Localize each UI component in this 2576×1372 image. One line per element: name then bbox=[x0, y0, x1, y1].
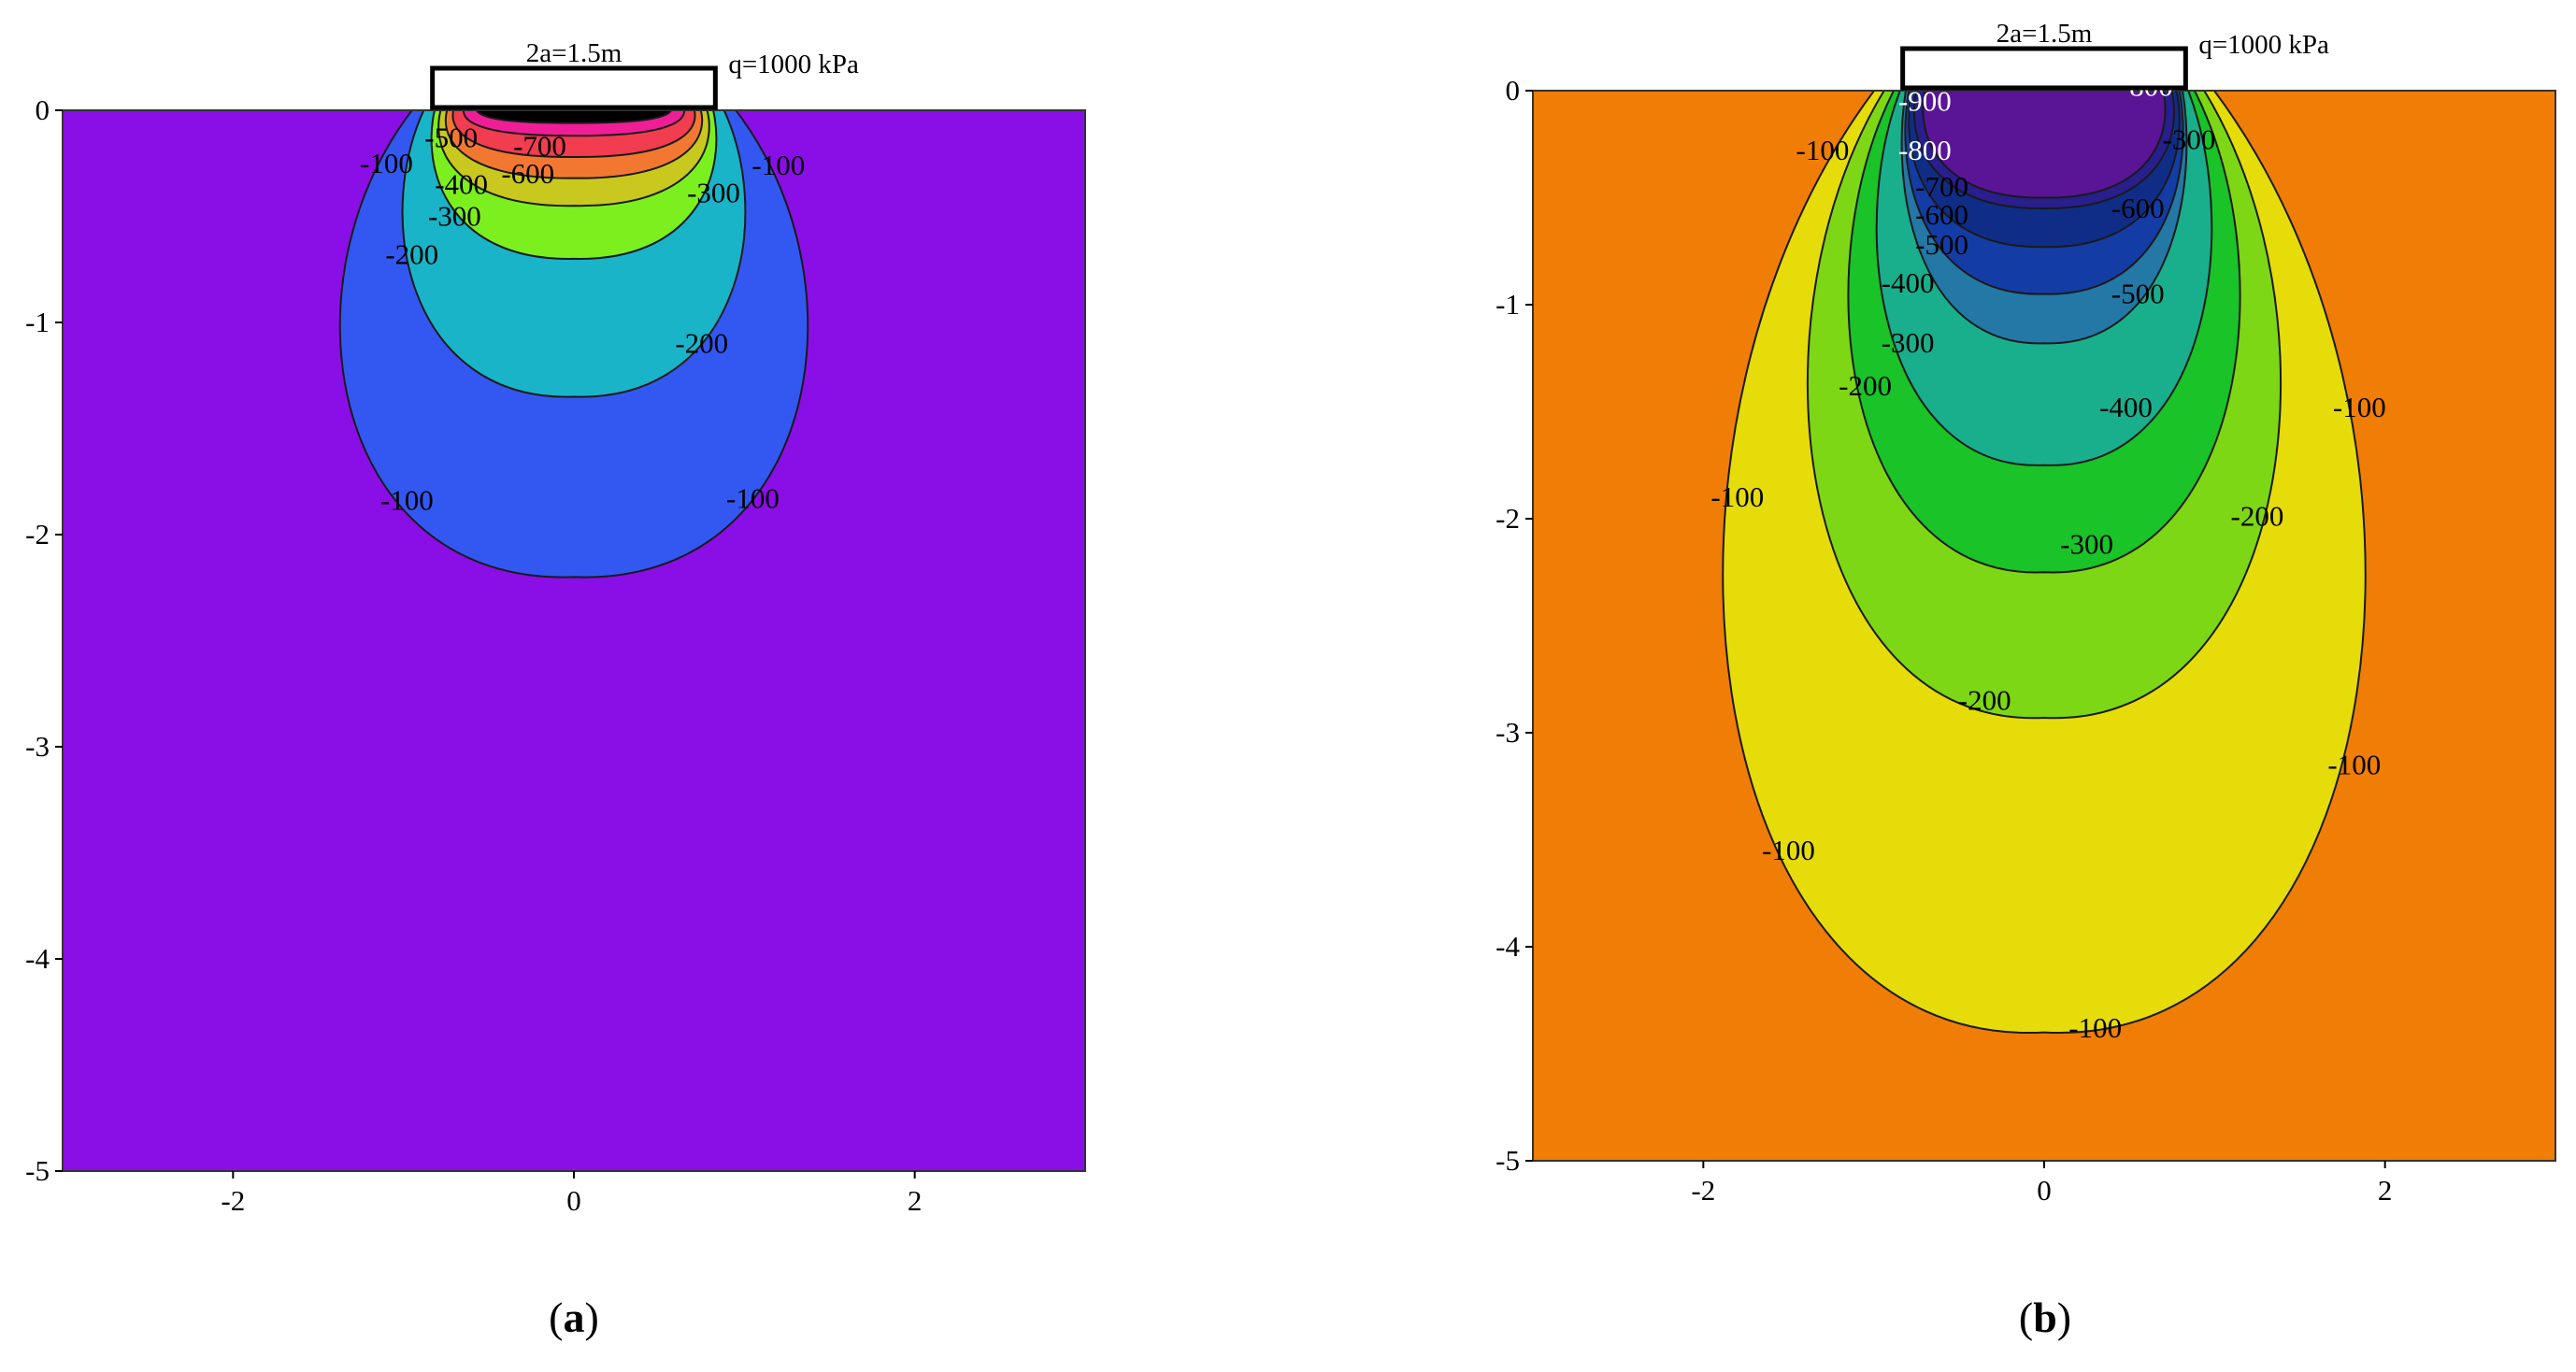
panel-a-footing-load-label: q=1000 kPa bbox=[728, 50, 859, 79]
panel-a-y-tick-label: -1 bbox=[25, 306, 50, 338]
panel-a-footing-box bbox=[430, 65, 718, 110]
panel-b-contour-label: -200 bbox=[2231, 500, 2284, 533]
panel-b-contour-label: -600 bbox=[2111, 192, 2165, 224]
panel-a-y-tick-label: -2 bbox=[25, 518, 50, 550]
panel-a-y-tick-label: 0 bbox=[36, 93, 50, 126]
panel-a-contour-label: -600 bbox=[501, 157, 554, 190]
panel-a-contour-800 bbox=[475, 110, 673, 124]
panel-a-contour-label: -100 bbox=[360, 147, 413, 179]
panel-a-contour-label: -400 bbox=[435, 167, 488, 200]
panel-b-contour-label: -300 bbox=[2163, 123, 2216, 156]
panel-b-contour-label: -400 bbox=[2099, 391, 2153, 423]
panel-a-contour-label: -100 bbox=[726, 481, 780, 514]
panel-b-footing: 2a=1.5m q=1000 kPa bbox=[1900, 19, 2329, 91]
panel-a-contour-label: -500 bbox=[424, 121, 478, 154]
panel-b-y-tick-label: -3 bbox=[1496, 716, 1520, 749]
panel-b-footing-load-label: q=1000 kPa bbox=[2198, 30, 2329, 60]
panel-b-contour-label: -300 bbox=[1882, 326, 1935, 359]
panel-a-plot-area bbox=[63, 110, 1085, 1171]
panel-a-y-tick-label: -5 bbox=[25, 1154, 50, 1187]
panel-b-y-tick-label: -1 bbox=[1496, 288, 1520, 321]
panel-b-contour-label: -600 bbox=[1915, 198, 1968, 231]
panel-b-contour-label: -100 bbox=[2068, 1011, 2122, 1044]
panel-a-contour-label: -100 bbox=[380, 484, 434, 517]
panel-b-contour-label: -300 bbox=[2060, 527, 2113, 560]
panel-b-contour-label: -800 bbox=[1898, 134, 1952, 166]
panel-b-contour-900 bbox=[1922, 91, 2167, 199]
panel-b-contour-label: -200 bbox=[1958, 684, 2011, 717]
panel-a-x-tick-label: 0 bbox=[566, 1184, 581, 1217]
panel-b-contour-label: -500 bbox=[1915, 228, 1968, 261]
panel-b-contour-label: -400 bbox=[1882, 266, 1935, 299]
panel-a-contour-label: -100 bbox=[751, 149, 805, 181]
panel-a-contour-label: -200 bbox=[675, 327, 728, 360]
panel-b-x-tick-label: 2 bbox=[2378, 1174, 2393, 1207]
panel-b: -100-100-100-100-100-100-200-200-200-300… bbox=[1496, 19, 2556, 1341]
panel-b-contour-label: -200 bbox=[1839, 369, 1892, 402]
panel-b-contour-label: -100 bbox=[2327, 748, 2381, 780]
panel-a-contour-label: -300 bbox=[687, 177, 740, 209]
panel-b-x-tick-label: -2 bbox=[1691, 1174, 1715, 1207]
panel-b-plot-area bbox=[1533, 91, 2555, 1161]
panel-b-footing-width-label: 2a=1.5m bbox=[1996, 19, 2093, 49]
panel-b-y-tick-label: -2 bbox=[1496, 502, 1520, 535]
panel-a-contour-label: -200 bbox=[385, 237, 438, 270]
panel-a-footing-width-label: 2a=1.5m bbox=[526, 38, 623, 68]
panel-a-caption: (a) bbox=[549, 1293, 599, 1341]
panel-b-contour-label: -500 bbox=[2111, 278, 2165, 310]
panel-a-contour-label: -300 bbox=[428, 200, 481, 233]
panel-b-y-tick-label: -5 bbox=[1496, 1144, 1520, 1177]
panel-b-contour-label: -100 bbox=[1710, 480, 1764, 513]
panel-b-contour-label: -100 bbox=[1762, 834, 1815, 866]
panel-a-footing: 2a=1.5m q=1000 kPa bbox=[430, 38, 859, 110]
panel-a-contour-label: -700 bbox=[513, 130, 566, 163]
panel-b-x-tick-label: 0 bbox=[2037, 1174, 2052, 1207]
panel-b-y-tick-label: -4 bbox=[1496, 930, 1520, 963]
panel-b-caption: (b) bbox=[2019, 1293, 2071, 1341]
panel-b-contour-label: -100 bbox=[1796, 134, 1850, 166]
panel-b-y-tick-label: 0 bbox=[1506, 74, 1521, 107]
panel-a-x-tick-label: 2 bbox=[908, 1184, 923, 1217]
panel-a-x-tick-label: -2 bbox=[221, 1184, 245, 1217]
panel-a: -100 -100-100 -100-200-200-300-300-400-500… bbox=[25, 38, 1086, 1341]
panel-b-contour-label: -100 bbox=[2333, 391, 2386, 423]
panel-a-y-tick-label: -3 bbox=[25, 730, 50, 763]
panel-b-contour-label: -700 bbox=[1915, 170, 1968, 203]
panel-a-y-tick-label: -4 bbox=[25, 942, 50, 975]
panel-b-footing-box bbox=[1900, 46, 2188, 91]
